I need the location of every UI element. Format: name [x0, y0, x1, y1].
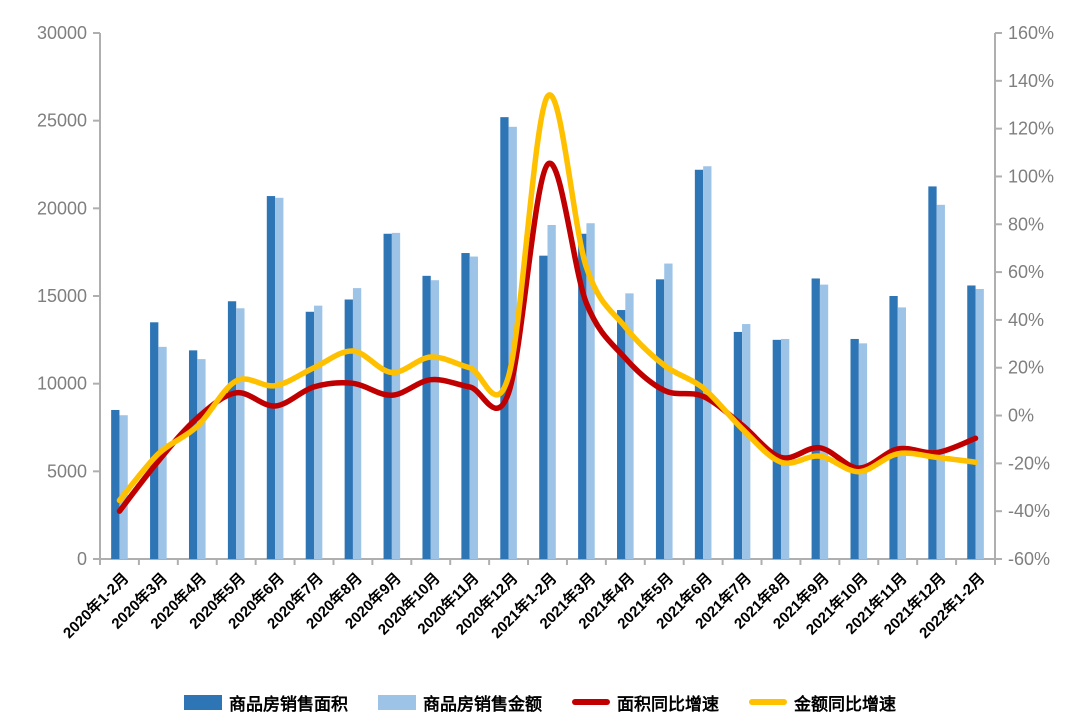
bar-sales-amount: [897, 307, 907, 559]
right-axis-tick-label: -20%: [1008, 453, 1050, 473]
bar-sales-amount: [236, 308, 245, 559]
bar-sales-area: [772, 339, 781, 559]
bar-sales-area: [344, 299, 353, 559]
combo-chart: 30000 25000 20000 15000 10000 5000 0 160% 140% 12…: [37, 23, 1054, 642]
left-axis-tick-label: 30000: [37, 23, 87, 43]
bar-sales-area: [305, 311, 315, 559]
legend-label: 商品房销售金额: [423, 694, 542, 714]
bar-sales-amount: [742, 324, 751, 559]
legend-item: 金额同比增速: [749, 690, 896, 715]
right-axis-tick-label: -60%: [1008, 549, 1050, 569]
legend-item: 商品房销售面积: [184, 690, 348, 715]
line-area-growth-rate: [116, 160, 979, 514]
right-axis-tick-label: 20%: [1008, 358, 1044, 378]
right-axis-tick-label: 80%: [1008, 214, 1044, 234]
bar-sales-area: [889, 296, 898, 559]
right-axis-tick-label: 100%: [1008, 166, 1054, 186]
bar-sales-amount: [547, 224, 556, 560]
legend-label: 面积同比增速: [617, 694, 719, 714]
left-axis-tick-label: 15000: [37, 286, 87, 306]
right-axis-tick-label: 60%: [1008, 262, 1044, 282]
right-axis-tick-label: -40%: [1008, 501, 1050, 521]
bar-sales-area: [694, 169, 704, 559]
bar-sales-area: [539, 255, 548, 559]
bar-sales-area: [266, 196, 276, 559]
bar-sales-amount: [858, 343, 868, 559]
bar-sales-amount: [936, 204, 945, 559]
bar-sales-area: [655, 279, 665, 559]
bar-sales-area: [227, 301, 237, 559]
legend-item: 商品房销售金额: [378, 690, 542, 715]
bar-sales-area: [188, 350, 198, 559]
bar-sales-area: [811, 278, 820, 559]
line-amount-growth-rate: [116, 92, 979, 504]
right-axis-tick-label: 0%: [1008, 406, 1034, 426]
bar-sales-area: [461, 253, 470, 559]
bar-sales-area: [967, 285, 976, 559]
left-axis-tick-label: 5000: [47, 461, 87, 481]
bar-sales-area: [500, 117, 509, 559]
right-axis-tick-label: 140%: [1008, 71, 1054, 91]
bar-sales-area: [111, 409, 120, 559]
left-axis-tick-label: 20000: [37, 198, 87, 218]
bar-sales-area: [422, 275, 431, 559]
bar-sales-area: [928, 186, 937, 559]
right-axis-tick-label: 120%: [1008, 119, 1054, 139]
bar-sales-area: [733, 331, 743, 559]
legend-bar-swatch: [184, 694, 222, 710]
chart-legend: 商品房销售面积 商品房销售金额 面积同比增速 金额同比增速: [0, 686, 1080, 718]
legend-item: 面积同比增速: [572, 690, 719, 715]
legend-line-swatch: [572, 699, 610, 705]
bar-sales-amount: [314, 305, 323, 559]
bar-sales-amount: [430, 280, 440, 559]
bar-sales-amount: [703, 166, 712, 559]
bar-sales-amount: [664, 263, 673, 559]
left-axis-tick-label: 25000: [37, 111, 87, 131]
bar-sales-area: [850, 338, 859, 559]
bar-sales-area: [578, 233, 587, 560]
right-axis-tick-label: 40%: [1008, 310, 1044, 330]
chart-canvas: 30000 25000 20000 15000 10000 5000 0 160% 140% 12…: [37, 23, 1054, 642]
legend-bar-swatch: [378, 694, 416, 710]
bar-sales-amount: [119, 415, 128, 559]
bar-sales-amount: [352, 288, 362, 559]
left-axis-tick-label: 0: [77, 549, 87, 569]
bar-sales-amount: [197, 359, 206, 559]
bar-sales-area: [617, 310, 626, 559]
bar-sales-amount: [625, 293, 634, 559]
right-axis-tick-label: 160%: [1008, 23, 1054, 43]
legend-line-swatch: [749, 699, 787, 705]
bar-sales-amount: [469, 256, 478, 559]
bar-sales-amount: [975, 288, 984, 559]
bar-sales-amount: [586, 223, 595, 559]
legend-label: 金额同比增速: [794, 694, 896, 714]
bar-sales-amount: [819, 284, 829, 559]
bar-sales-area: [150, 322, 159, 559]
bar-sales-amount: [275, 197, 284, 559]
legend-label: 商品房销售面积: [229, 694, 348, 714]
bar-sales-amount: [780, 338, 790, 559]
left-axis-tick-label: 10000: [37, 374, 87, 394]
